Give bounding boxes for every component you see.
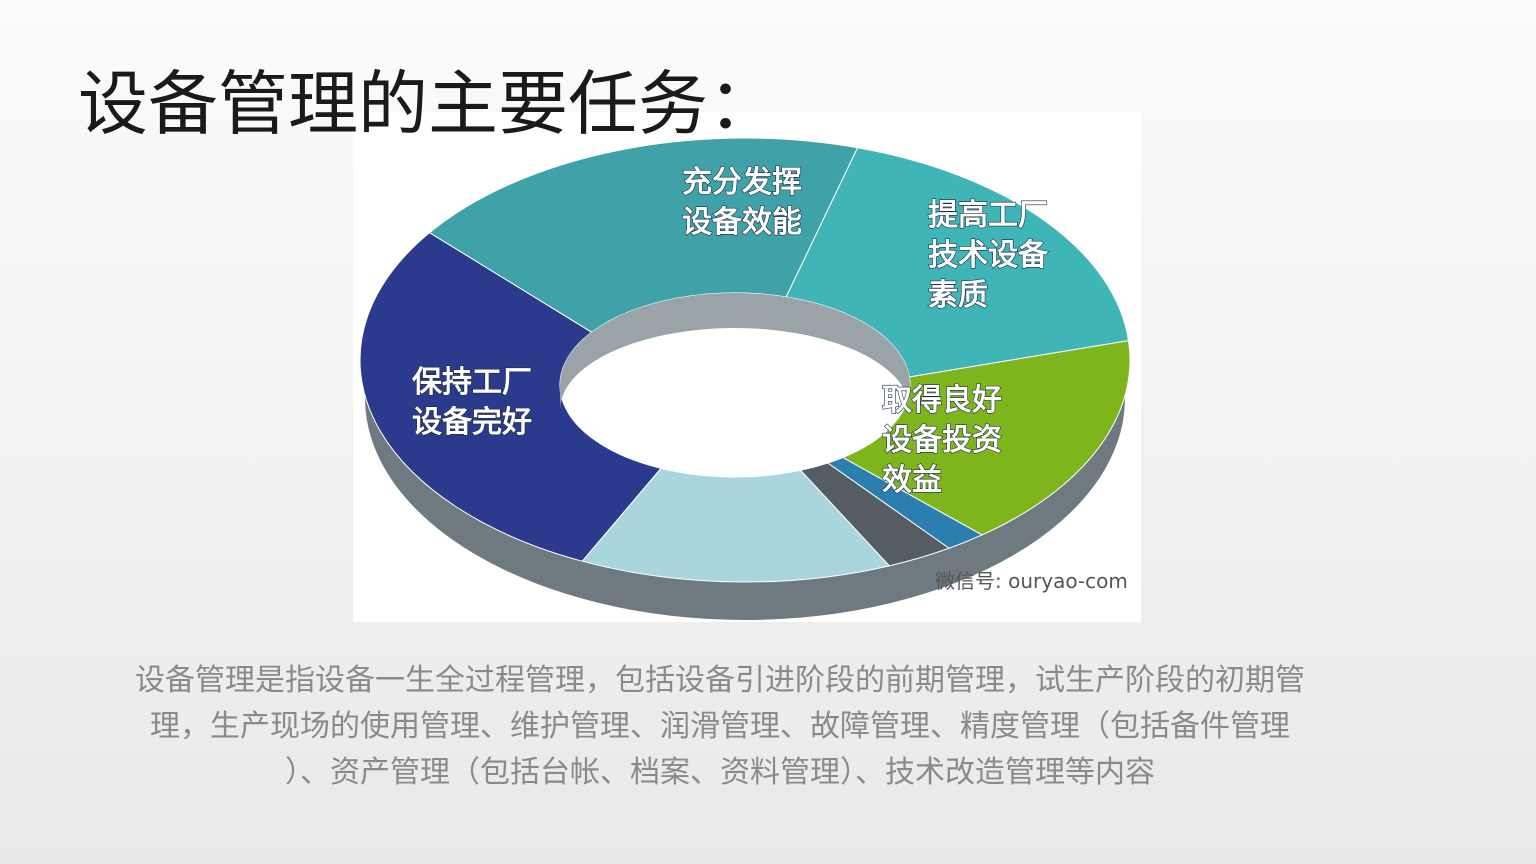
segment-label: 取得良好 — [882, 383, 1002, 418]
segment-label: 提高工厂 — [928, 198, 1048, 233]
description-line: 设备管理是指设备一生全过程管理，包括设备引进阶段的前期管理，试生产阶段的初期管 — [135, 663, 1305, 698]
description-line: 理，生产现场的使用管理、维护管理、润滑管理、故障管理、精度管理（包括备件管理 — [150, 709, 1290, 744]
segment-label: 设备投资 — [882, 423, 1002, 458]
slide-title: 设备管理的主要任务： — [78, 63, 778, 145]
description: 设备管理是指设备一生全过程管理，包括设备引进阶段的前期管理，试生产阶段的初期管理… — [0, 658, 1440, 796]
segment-label: 设备完好 — [412, 405, 532, 440]
segment-label: 技术设备 — [928, 238, 1049, 273]
hole-wall — [560, 293, 910, 410]
donut — [359, 137, 1131, 620]
segment-label: 素质 — [928, 278, 988, 313]
segment-label: 效益 — [882, 463, 942, 498]
segment-label: 充分发挥 — [682, 165, 802, 200]
watermark: 微信号: ouryao-com — [935, 569, 1128, 593]
description-line: ）、资产管理（包括台帐、档案、资料管理）、技术改造管理等内容 — [285, 755, 1155, 790]
segment-label: 保持工厂 — [412, 365, 532, 400]
segment-label: 设备效能 — [682, 205, 802, 240]
